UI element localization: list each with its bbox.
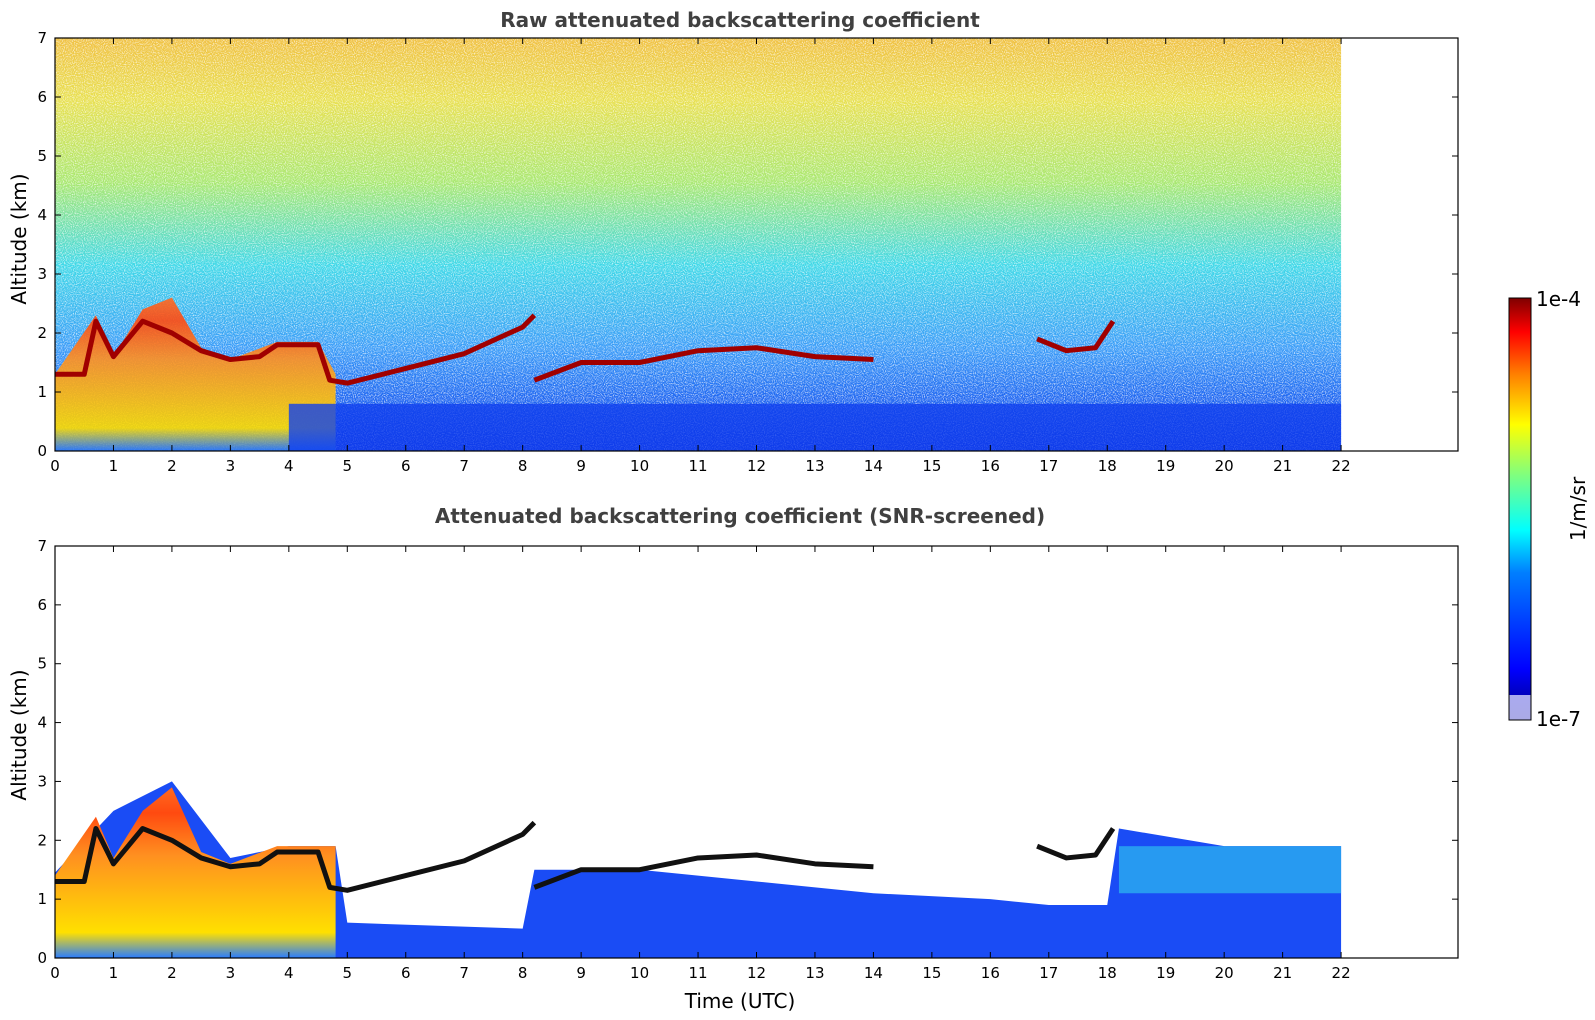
- screened-plot-frame: [54, 545, 1459, 959]
- y-tick-label: 6: [37, 596, 47, 614]
- y-tick-label: 5: [37, 655, 47, 673]
- x-tick-label: 12: [747, 457, 766, 475]
- x-tick-label: 14: [864, 457, 883, 475]
- x-tick-label: 19: [1156, 964, 1175, 982]
- colorbar-gradient: [1509, 298, 1531, 720]
- raw-aerosol-layer-0: [55, 313, 537, 386]
- screened-y-axis-label: Altitude (km): [7, 669, 31, 800]
- raw-aerosol-layer-1: [533, 345, 874, 383]
- x-tick-label: 6: [401, 964, 411, 982]
- y-tick-label: 4: [37, 206, 47, 224]
- x-tick-label: 8: [518, 964, 528, 982]
- x-tick-label: 21: [1273, 964, 1292, 982]
- x-tick-label: 16: [981, 457, 1000, 475]
- raw-panel-title: Raw attenuated backscattering coefficien…: [500, 8, 980, 32]
- screened-aerosol-layer-2: [1036, 827, 1116, 861]
- colorbar-low-band: [1509, 695, 1531, 720]
- raw-heatmap-marks: [55, 313, 1116, 386]
- x-tick-label: 1: [109, 964, 119, 982]
- x-tick-label: 2: [167, 964, 177, 982]
- raw-backscatter-panel: Raw attenuated backscattering coefficien…: [7, 8, 1459, 475]
- screened-aerosol-layer-0: [55, 820, 537, 893]
- x-tick-label: 14: [864, 964, 883, 982]
- x-tick-label: 5: [343, 964, 353, 982]
- x-tick-label: 13: [805, 964, 824, 982]
- x-tick-label: 10: [630, 964, 649, 982]
- x-axis-label: Time (UTC): [684, 989, 796, 1013]
- x-tick-label: 16: [981, 964, 1000, 982]
- raw-axis-ticks: 0 1 2 3 4 5 6 7 8 9 10 11 12 13 14 15 16 17 18 19 20 21 220123…: [37, 29, 1458, 475]
- x-tick-label: 22: [1332, 457, 1351, 475]
- colorbar-frame: [1508, 297, 1532, 721]
- x-tick-label: 9: [576, 964, 586, 982]
- screened-heatmap-marks: [55, 820, 1116, 893]
- raw-aerosol-layer-2: [1036, 319, 1116, 354]
- x-tick-label: 18: [1098, 457, 1117, 475]
- screened-panel-title: Attenuated backscattering coefficient (S…: [435, 504, 1045, 528]
- y-tick-label: 1: [37, 890, 47, 908]
- x-tick-label: 1: [109, 457, 119, 475]
- y-tick-label: 6: [37, 88, 47, 106]
- x-tick-label: 18: [1098, 964, 1117, 982]
- y-tick-label: 4: [37, 714, 47, 732]
- raw-haze-region: [55, 297, 336, 451]
- screened-backscatter-panel: Attenuated backscattering coefficient (S…: [7, 504, 1459, 1013]
- x-tick-label: 22: [1332, 964, 1351, 982]
- y-tick-label: 1: [37, 383, 47, 401]
- colorbar-unit-label: 1/m/sr: [1566, 476, 1590, 541]
- x-tick-label: 11: [688, 964, 707, 982]
- screened-aerosol-layer-1: [533, 852, 874, 890]
- raw-near-surface-band: [288, 403, 1342, 451]
- x-tick-label: 21: [1273, 457, 1292, 475]
- x-tick-label: 17: [1039, 457, 1058, 475]
- y-tick-label: 0: [37, 949, 47, 967]
- screened-haze-region: [55, 787, 336, 958]
- x-tick-label: 10: [630, 457, 649, 475]
- x-tick-label: 17: [1039, 964, 1058, 982]
- y-tick-label: 3: [37, 772, 47, 790]
- x-tick-label: 4: [284, 457, 294, 475]
- x-tick-label: 11: [688, 457, 707, 475]
- colorbar-min-label: 1e-7: [1536, 707, 1581, 731]
- x-tick-label: 15: [922, 457, 941, 475]
- y-tick-label: 0: [37, 442, 47, 460]
- screened-signal-region: [55, 781, 1342, 958]
- y-tick-label: 7: [37, 29, 47, 47]
- x-tick-label: 19: [1156, 457, 1175, 475]
- x-tick-label: 13: [805, 457, 824, 475]
- x-tick-label: 4: [284, 964, 294, 982]
- colorbar-max-label: 1e-4: [1536, 287, 1581, 311]
- x-tick-label: 7: [459, 457, 469, 475]
- x-tick-label: 3: [226, 964, 236, 982]
- colorbar: 1e-4 1e-7 1/m/sr: [1508, 287, 1590, 731]
- x-tick-label: 3: [226, 457, 236, 475]
- y-tick-label: 5: [37, 147, 47, 165]
- y-tick-label: 2: [37, 324, 47, 342]
- raw-plot-frame: [54, 37, 1459, 452]
- x-tick-label: 0: [50, 964, 60, 982]
- x-tick-label: 12: [747, 964, 766, 982]
- x-tick-label: 20: [1215, 457, 1234, 475]
- x-tick-label: 2: [167, 457, 177, 475]
- x-tick-label: 15: [922, 964, 941, 982]
- x-tick-label: 5: [343, 457, 353, 475]
- y-tick-label: 7: [37, 537, 47, 555]
- x-tick-label: 20: [1215, 964, 1234, 982]
- x-tick-label: 6: [401, 457, 411, 475]
- x-tick-label: 9: [576, 457, 586, 475]
- x-tick-label: 0: [50, 457, 60, 475]
- raw-plot-area: [55, 38, 1342, 451]
- screened-plot-area: [55, 781, 1342, 958]
- x-tick-label: 7: [459, 964, 469, 982]
- y-tick-label: 2: [37, 831, 47, 849]
- y-tick-label: 3: [37, 265, 47, 283]
- x-tick-label: 8: [518, 457, 528, 475]
- screened-evening-layer: [1118, 846, 1342, 894]
- raw-y-axis-label: Altitude (km): [7, 173, 31, 304]
